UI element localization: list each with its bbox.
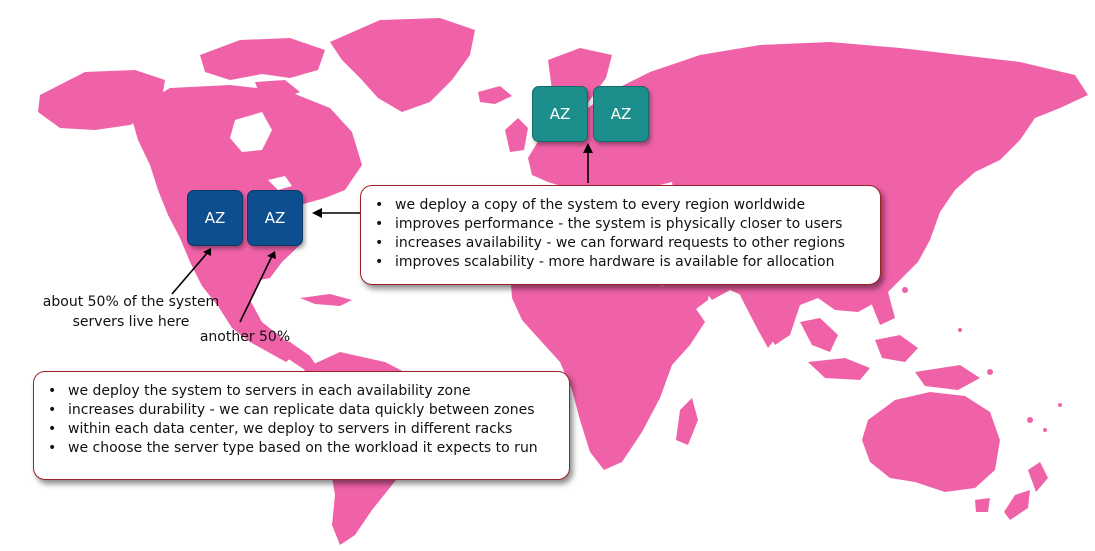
az-box-asia-1: AZ bbox=[532, 86, 588, 142]
greenland bbox=[330, 18, 475, 112]
note-second-half: another 50% bbox=[190, 327, 300, 347]
az-box-north-america-2: AZ bbox=[247, 190, 303, 246]
note-line: servers live here bbox=[72, 314, 190, 330]
az-label: AZ bbox=[204, 209, 226, 227]
az-label: AZ bbox=[264, 209, 286, 227]
list-item: we deploy a copy of the system to every … bbox=[365, 196, 872, 215]
list-item: increases durability - we can replicate … bbox=[38, 401, 561, 420]
list-item: increases availability - we can forward … bbox=[365, 234, 872, 253]
list-item: we choose the server type based on the w… bbox=[38, 439, 561, 458]
list-item: improves performance - the system is phy… bbox=[365, 215, 872, 234]
arctic-islands bbox=[200, 38, 325, 80]
note-line: about 50% of the system bbox=[42, 294, 220, 310]
az-box-asia-2: AZ bbox=[593, 86, 649, 142]
region-callout: we deploy a copy of the system to every … bbox=[360, 185, 881, 285]
note-line: another 50% bbox=[199, 329, 291, 345]
list-item: improves scalability - more hardware is … bbox=[365, 253, 872, 272]
list-item: we deploy the system to servers in each … bbox=[38, 382, 561, 401]
az-label: AZ bbox=[610, 105, 632, 123]
arrow-note-2 bbox=[239, 255, 273, 323]
arrow-note-1 bbox=[171, 251, 209, 295]
az-box-north-america-1: AZ bbox=[187, 190, 243, 246]
az-label: AZ bbox=[549, 105, 571, 123]
note-first-half: about 50% of the system servers live her… bbox=[36, 292, 226, 332]
zone-callout: we deploy the system to servers in each … bbox=[33, 371, 570, 480]
north-america bbox=[130, 85, 362, 362]
region-bullet-list: we deploy a copy of the system to every … bbox=[365, 196, 872, 272]
zone-bullet-list: we deploy the system to servers in each … bbox=[38, 382, 561, 458]
australia bbox=[862, 392, 1000, 492]
list-item: within each data center, we deploy to se… bbox=[38, 420, 561, 439]
